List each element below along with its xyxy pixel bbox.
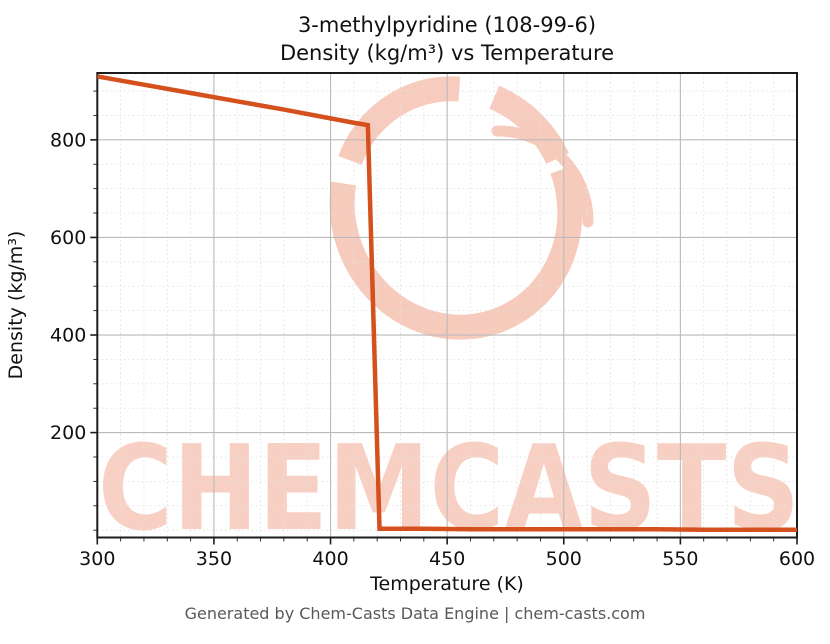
x-tick-label: 500	[546, 548, 582, 570]
series-layer	[97, 74, 797, 532]
chart-title-line2: Density (kg/m³) vs Temperature	[279, 41, 615, 65]
x-tick-label: 450	[429, 548, 465, 570]
y-tick-label: 400	[50, 325, 86, 347]
y-tick-label: 800	[50, 129, 86, 151]
x-axis-label: Temperature (K)	[369, 573, 524, 595]
x-tick-label: 600	[779, 548, 815, 570]
footer-credit: Generated by Chem-Casts Data Engine | ch…	[184, 604, 646, 623]
chart-title: 3-methylpyridine (108-99-6) Density (kg/…	[97, 11, 797, 67]
density-line	[97, 74, 797, 532]
y-axis-label: Density (kg/m³)	[5, 231, 27, 380]
x-tick-label: 550	[662, 548, 698, 570]
watermark-layer: CHEMCASTS	[98, 76, 800, 557]
x-tick-label: 300	[79, 548, 115, 570]
chart-title-line1: 3-methylpyridine (108-99-6)	[297, 13, 597, 37]
watermark-text: CHEMCASTS	[98, 419, 800, 557]
tick-layer	[90, 90, 798, 545]
watermark-ring-icon	[329, 76, 594, 340]
y-tick-label: 600	[50, 227, 86, 249]
tick-label-layer: 300 350 400 450 500 550 600 200 400 600 800	[50, 129, 815, 570]
x-tick-label: 400	[312, 548, 348, 570]
y-tick-label: 200	[50, 422, 86, 444]
x-tick-label: 350	[196, 548, 232, 570]
